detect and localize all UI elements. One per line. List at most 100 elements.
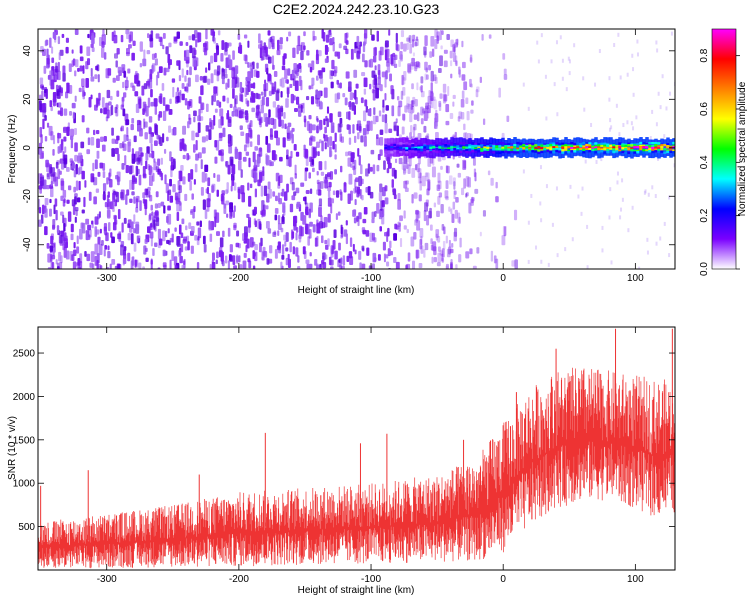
- spectrogram-noise-cell: [297, 266, 301, 269]
- spectrogram-noise-cell: [164, 174, 167, 185]
- spectrogram-noise-cell: [568, 71, 571, 76]
- spectrogram-noise-cell: [319, 119, 323, 130]
- spectrogram-signal-cell: [447, 147, 451, 150]
- spectrogram-noise-cell: [659, 105, 662, 110]
- spectrogram-noise-cell: [390, 85, 394, 95]
- spectrogram-noise-cell: [131, 221, 134, 230]
- spectrogram-noise-cell: [55, 209, 58, 221]
- spectrogram-noise-cell: [102, 183, 107, 192]
- spectrogram-noise-cell: [105, 102, 109, 111]
- spectrogram-noise-cell: [107, 198, 111, 207]
- spectrogram-noise-cell: [284, 123, 287, 130]
- spectrogram-signal-cell: [429, 146, 433, 150]
- spectrogram-noise-cell: [323, 134, 328, 142]
- spectrogram-signal-cell: [567, 144, 571, 147]
- spectrogram-noise-cell: [162, 44, 165, 50]
- spectrogram-noise-cell: [332, 190, 336, 196]
- spectrogram-noise-cell: [321, 29, 324, 39]
- snr-y-label: SNR (10 * v/v): [7, 416, 18, 480]
- spectrogram-noise-cell: [62, 189, 67, 198]
- spectrogram-noise-cell: [326, 106, 330, 114]
- spectrogram-noise-cell: [122, 108, 126, 117]
- spectrogram-noise-cell: [148, 126, 152, 135]
- spectrogram-noise-cell: [49, 245, 54, 252]
- spectrogram-noise-cell: [185, 225, 188, 231]
- spectrogram-noise-cell: [324, 239, 328, 245]
- spectrogram-noise-cell: [114, 147, 119, 155]
- spectrogram-signal-cell: [384, 142, 388, 146]
- spectrogram-noise-cell: [285, 247, 289, 252]
- spectrogram-noise-cell: [619, 215, 622, 220]
- spectrogram-noise-cell: [174, 192, 178, 201]
- spectrogram-noise-cell: [463, 160, 467, 169]
- spectrogram-noise-cell: [472, 265, 477, 269]
- spectrogram-noise-cell: [108, 222, 111, 232]
- spectrogram-noise-cell: [138, 174, 142, 186]
- spectrogram-noise-cell: [412, 260, 416, 269]
- spectrogram-noise-cell: [281, 119, 285, 129]
- spectrogram-noise-cell: [406, 96, 410, 108]
- spectrogram-noise-cell: [125, 164, 129, 174]
- spectrogram-noise-cell: [445, 263, 449, 269]
- spectrogram-noise-cell: [65, 37, 69, 43]
- spectrogram-noise-cell: [260, 56, 264, 61]
- spectrogram-noise-cell: [616, 180, 619, 185]
- spectrogram-noise-cell: [104, 245, 108, 250]
- spectrogram-noise-cell: [305, 206, 309, 216]
- spectrogram-noise-cell: [340, 191, 343, 201]
- spectrogram-noise-cell: [123, 134, 127, 143]
- spectrogram-signal-cell: [429, 149, 433, 153]
- spectrogram-noise-cell: [120, 104, 125, 110]
- spectrogram-noise-cell: [414, 41, 418, 47]
- spectrogram-noise-cell: [101, 97, 105, 108]
- spectrogram-noise-cell: [369, 191, 374, 199]
- spectrogram-noise-cell: [360, 97, 364, 104]
- spectrogram-noise-cell: [197, 235, 200, 241]
- spectrogram-noise-cell: [44, 88, 47, 94]
- spectrogram-noise-cell: [598, 49, 601, 54]
- spectrogram-noise-cell: [657, 91, 660, 96]
- spectrogram-noise-cell: [420, 85, 423, 93]
- spectrogram-noise-cell: [242, 156, 247, 162]
- spectrogram-signal-cell: [651, 145, 655, 148]
- spectrogram-noise-cell: [269, 159, 272, 167]
- spectrogram-signal-cell: [573, 148, 577, 152]
- spectrogram-noise-cell: [327, 190, 331, 198]
- spectrogram-signal-cell: [474, 150, 478, 154]
- spectrogram-noise-cell: [254, 146, 259, 151]
- spectrogram-noise-cell: [455, 60, 458, 67]
- spectrogram-noise-cell: [555, 186, 558, 191]
- spectrogram-noise-cell: [379, 226, 382, 232]
- spectrogram-noise-cell: [150, 204, 153, 211]
- spectrogram-noise-cell: [423, 125, 427, 133]
- spectrogram-noise-cell: [202, 199, 206, 210]
- spectrogram-noise-cell: [153, 219, 156, 230]
- spectrogram-noise-cell: [349, 237, 353, 248]
- spectrogram-noise-cell: [340, 165, 343, 173]
- spectrogram-noise-cell: [415, 210, 419, 221]
- spectrogram-signal-cell: [639, 147, 643, 151]
- spectrogram-noise-cell: [308, 211, 311, 219]
- spectrogram-signal-cell: [549, 151, 553, 154]
- spectrogram-noise-cell: [176, 201, 180, 212]
- spectrogram-noise-cell: [227, 54, 231, 66]
- spectrogram-noise-cell: [49, 70, 54, 81]
- spectrogram-noise-cell: [112, 77, 116, 83]
- spectrogram-noise-cell: [210, 73, 214, 84]
- snr-x-tick-label: 100: [627, 574, 644, 585]
- spectrogram-noise-cell: [103, 249, 106, 257]
- spectrogram-x-ticks: -300 -200 -100 0 100: [97, 29, 644, 284]
- spectrogram-signal-cell: [471, 149, 475, 153]
- spectrogram-noise-cell: [279, 156, 283, 162]
- spectrogram-noise-cell: [327, 197, 332, 207]
- spectrogram-noise-cell: [281, 244, 285, 255]
- spectrogram-noise-cell: [440, 45, 443, 50]
- spectrogram-noise-cell: [318, 204, 322, 210]
- spectrogram-noise-cell: [160, 172, 164, 181]
- spectrogram-signal-cell: [438, 146, 442, 149]
- spectrogram-signal-cell: [642, 151, 646, 154]
- spectrogram-signal-cell: [561, 146, 565, 149]
- spectrogram-noise-cell: [340, 136, 344, 143]
- spectrogram-noise-cell: [361, 194, 364, 201]
- spectrogram-noise-cell: [154, 203, 158, 209]
